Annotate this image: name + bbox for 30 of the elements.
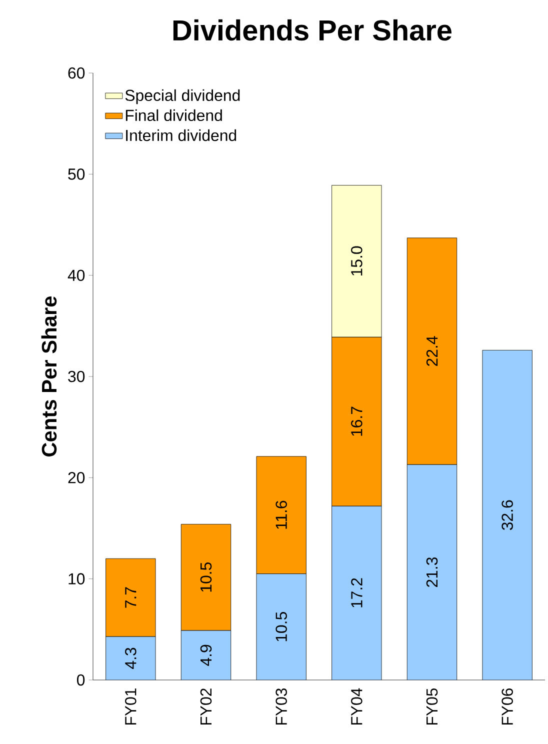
data-label: 16.7 <box>350 406 362 436</box>
chart-title: Dividends Per Share <box>173 19 452 41</box>
y-tick-label: 20 <box>68 472 84 484</box>
data-label: 4.3 <box>124 648 136 669</box>
x-tick-label: FY06 <box>502 688 513 725</box>
y-tick-label: 30 <box>68 370 84 382</box>
x-tick-label: FY05 <box>426 688 438 725</box>
y-tick-label: 50 <box>68 168 84 180</box>
x-tick-label: FY03 <box>276 688 287 725</box>
data-label: 10.5 <box>276 612 287 642</box>
x-tick-label: FY02 <box>200 688 212 725</box>
y-tick-label: 10 <box>68 573 84 584</box>
data-label: 11.6 <box>276 500 287 529</box>
y-axis-title: Cents Per Share <box>41 296 56 456</box>
data-label: 10.5 <box>200 562 212 592</box>
legend-label: Special dividend <box>125 89 240 104</box>
data-label: 7.7 <box>125 587 136 608</box>
legend-label: Final dividend <box>126 109 222 122</box>
y-tick-label: 0 <box>76 674 84 686</box>
data-label: 21.3 <box>426 557 438 587</box>
legend-label: Interim dividend <box>126 129 236 142</box>
y-tick-label: 60 <box>68 67 84 79</box>
x-tick-label: FY04 <box>350 688 362 725</box>
data-label: 22.4 <box>426 336 438 366</box>
x-tick-label: FY01 <box>124 688 136 725</box>
data-label: 32.6 <box>502 500 513 530</box>
data-label: 4.9 <box>200 644 212 666</box>
y-tick-label: 40 <box>68 270 84 281</box>
data-label: 17.2 <box>350 578 362 608</box>
data-label: 15.0 <box>350 246 362 276</box>
